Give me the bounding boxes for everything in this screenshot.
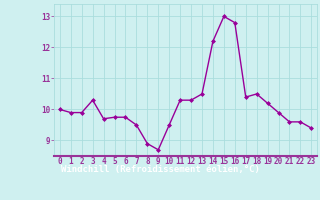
Text: Windchill (Refroidissement éolien,°C): Windchill (Refroidissement éolien,°C): [60, 165, 260, 174]
